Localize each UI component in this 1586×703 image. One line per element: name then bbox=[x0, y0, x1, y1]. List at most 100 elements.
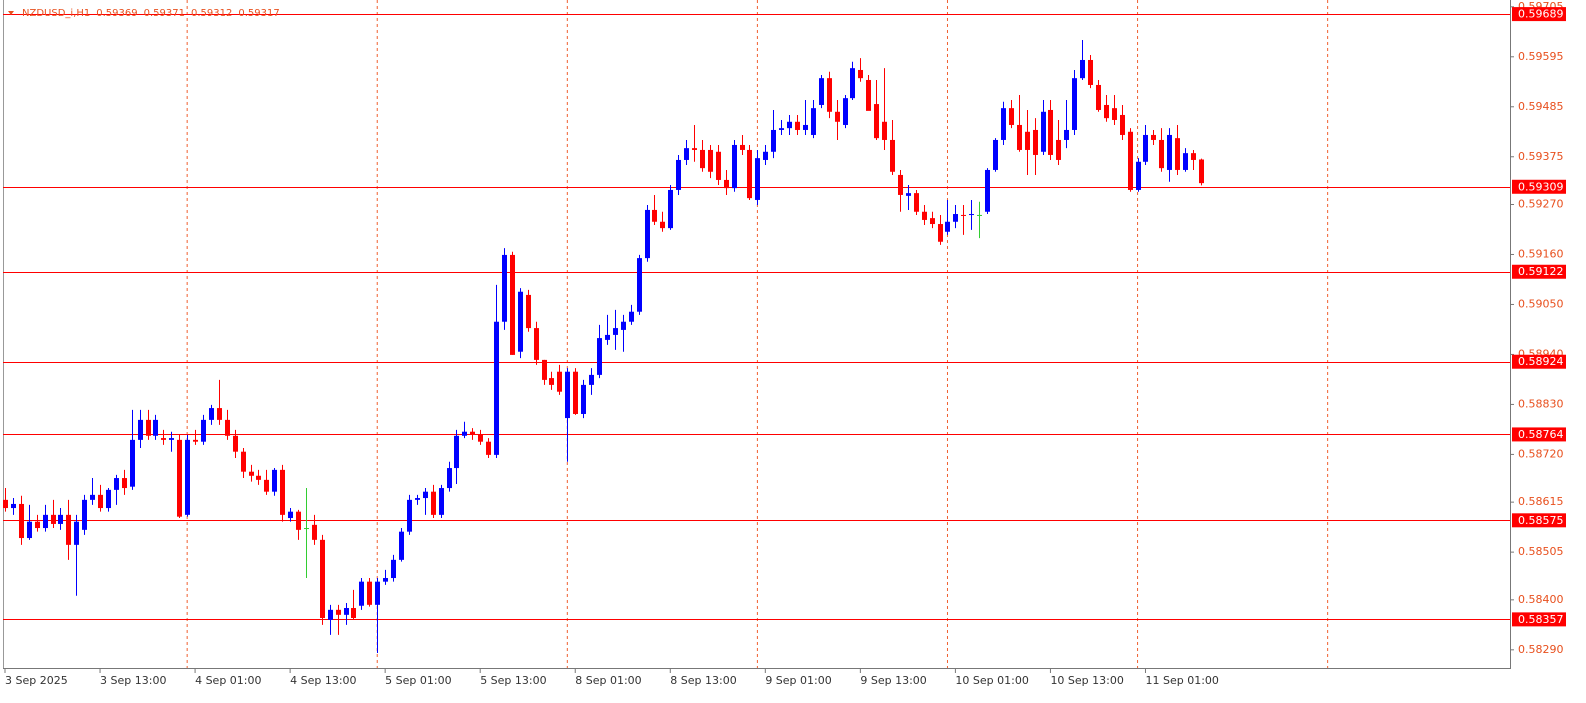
candle-body bbox=[351, 608, 356, 619]
candle-body bbox=[106, 489, 111, 509]
candle-body bbox=[423, 491, 428, 499]
candle-body bbox=[1191, 153, 1196, 160]
header-price: 0.59369 bbox=[96, 8, 137, 19]
candle-body bbox=[605, 334, 610, 340]
x-tick-label: 11 Sep 01:00 bbox=[1145, 674, 1218, 687]
candle-body bbox=[969, 214, 974, 216]
candle-body bbox=[668, 189, 673, 229]
price-label-bg bbox=[1512, 427, 1566, 442]
candle-body bbox=[827, 78, 832, 112]
candle-body bbox=[542, 359, 547, 380]
candle-body bbox=[1120, 114, 1125, 135]
candle-body bbox=[858, 69, 863, 79]
candle-body bbox=[1056, 139, 1061, 160]
candle-body bbox=[233, 435, 238, 452]
candle-body bbox=[835, 111, 840, 122]
candle-body bbox=[1025, 131, 1030, 150]
candle-body bbox=[1151, 134, 1156, 140]
x-tick-label: 9 Sep 01:00 bbox=[765, 674, 831, 687]
candle-body bbox=[177, 439, 182, 517]
candle-body bbox=[534, 328, 539, 360]
candle-body bbox=[391, 559, 396, 579]
candle-body bbox=[1096, 84, 1101, 110]
candle-body bbox=[953, 214, 958, 222]
candle-body bbox=[724, 179, 729, 189]
candle-body bbox=[193, 439, 198, 442]
candle-body bbox=[692, 148, 697, 150]
candle-body bbox=[803, 124, 808, 130]
candle-body bbox=[367, 581, 372, 605]
candle-body bbox=[708, 149, 713, 172]
candle-body bbox=[241, 451, 246, 472]
candle-body bbox=[795, 121, 800, 130]
header: NZDUSD_i,H1 0.59369 0.59371 0.59312 0.59317 bbox=[8, 8, 280, 19]
candle-body bbox=[447, 468, 452, 489]
candle-body bbox=[890, 139, 895, 172]
candle-body bbox=[985, 169, 990, 212]
candle-body bbox=[716, 151, 721, 180]
candle-body bbox=[922, 211, 927, 220]
candle-body bbox=[280, 469, 285, 515]
candle-body bbox=[272, 469, 277, 492]
header-symbol: NZDUSD_i,H1 bbox=[22, 8, 90, 19]
candle-body bbox=[621, 321, 626, 330]
candle-body bbox=[676, 159, 681, 190]
candle-body bbox=[629, 311, 634, 322]
candle-body bbox=[209, 408, 214, 420]
candle-body bbox=[217, 408, 222, 420]
x-tick-label: 8 Sep 13:00 bbox=[670, 674, 736, 687]
price-label-bg bbox=[1512, 513, 1566, 528]
candle-body bbox=[98, 494, 103, 509]
candle-body bbox=[1143, 134, 1148, 162]
candle-body bbox=[510, 254, 515, 355]
candle-body bbox=[938, 224, 943, 242]
x-tick-label: 10 Sep 13:00 bbox=[1050, 674, 1123, 687]
candle-body bbox=[225, 419, 230, 436]
candle-body bbox=[130, 439, 135, 487]
x-tick-label: 3 Sep 13:00 bbox=[100, 674, 166, 687]
candle-body bbox=[153, 419, 158, 436]
candle-body bbox=[146, 419, 151, 436]
candle-body bbox=[90, 494, 95, 500]
candle-body bbox=[1199, 159, 1204, 184]
candle-body bbox=[589, 374, 594, 385]
candle-body bbox=[850, 68, 855, 99]
header-price: 0.59312 bbox=[191, 8, 232, 19]
candle-body bbox=[1183, 153, 1188, 170]
candle-body bbox=[747, 149, 752, 199]
y-tick-label: 0.58615 bbox=[1518, 495, 1564, 508]
candle-body bbox=[1009, 108, 1014, 125]
menu-arrow bbox=[8, 11, 14, 15]
candle-body bbox=[700, 149, 705, 169]
candle-body bbox=[898, 174, 903, 195]
price-label-bg bbox=[1512, 7, 1566, 22]
candle-body bbox=[1159, 139, 1164, 169]
candle-body bbox=[58, 514, 63, 524]
candle-body bbox=[597, 338, 602, 375]
x-tick-label: 4 Sep 13:00 bbox=[290, 674, 356, 687]
price-label: 0.59309 bbox=[1518, 180, 1564, 193]
candle-body bbox=[478, 434, 483, 442]
candle-body bbox=[407, 499, 412, 532]
candle-body bbox=[256, 475, 261, 480]
candle-body bbox=[660, 221, 665, 229]
candle-body bbox=[11, 503, 16, 509]
candle-body bbox=[1001, 108, 1006, 140]
candle-body bbox=[961, 214, 966, 216]
candle-body bbox=[557, 371, 562, 392]
y-tick-label: 0.59485 bbox=[1518, 100, 1564, 113]
y-tick-label: 0.59595 bbox=[1518, 50, 1564, 63]
price-label: 0.58764 bbox=[1518, 428, 1564, 441]
candle-body bbox=[51, 514, 56, 524]
y-tick-label: 0.59160 bbox=[1518, 247, 1564, 260]
candle-body bbox=[296, 511, 301, 530]
candle-body bbox=[573, 371, 578, 414]
candle-body bbox=[637, 258, 642, 312]
y-tick-label: 0.59270 bbox=[1518, 197, 1564, 210]
price-label: 0.58575 bbox=[1518, 514, 1564, 527]
candle-body bbox=[3, 499, 8, 509]
candle-body bbox=[336, 609, 341, 615]
y-tick-label: 0.58830 bbox=[1518, 397, 1564, 410]
candle-body bbox=[185, 439, 190, 515]
price-label: 0.59122 bbox=[1518, 265, 1564, 278]
